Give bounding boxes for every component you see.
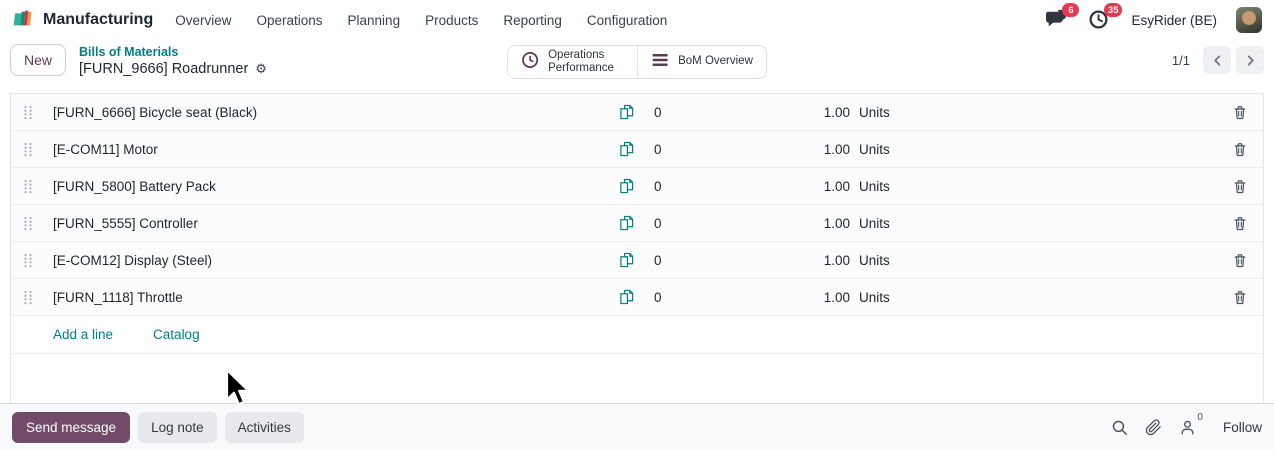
menu-configuration[interactable]: Configuration bbox=[586, 12, 668, 28]
chatter-actions: 0 Follow bbox=[1111, 412, 1262, 436]
apply-on-variants-icon[interactable] bbox=[619, 215, 645, 231]
drag-handle-icon[interactable] bbox=[11, 105, 45, 120]
log-note-button[interactable]: Log note bbox=[138, 411, 217, 443]
menu-reporting[interactable]: Reporting bbox=[503, 12, 562, 28]
menu-operations[interactable]: Operations bbox=[256, 12, 323, 28]
uom-field[interactable]: Units bbox=[859, 252, 890, 268]
activities-clock-icon[interactable]: 35 bbox=[1088, 3, 1123, 31]
drag-handle-icon[interactable] bbox=[11, 179, 45, 194]
bom-components-table: [FURN_6666] Bicycle seat (Black) 0 1.00 … bbox=[10, 93, 1264, 316]
messages-badge: 6 bbox=[1062, 3, 1080, 17]
sheet-empty-area bbox=[11, 354, 1263, 403]
drag-handle-icon[interactable] bbox=[11, 216, 45, 231]
clock-icon bbox=[521, 51, 539, 74]
drag-handle-icon[interactable] bbox=[11, 253, 45, 268]
apply-on-variants-icon[interactable] bbox=[619, 289, 645, 305]
messages-icon[interactable]: 6 bbox=[1045, 3, 1080, 31]
apply-on-variants-icon[interactable] bbox=[619, 178, 645, 194]
bom-line-row[interactable]: [E-COM12] Display (Steel) 0 1.00 Units bbox=[11, 242, 1263, 279]
component-product-name[interactable]: [E-COM12] Display (Steel) bbox=[53, 252, 213, 268]
uom-field[interactable]: Units bbox=[859, 178, 890, 194]
variant-count[interactable]: 0 bbox=[654, 215, 662, 231]
record-title: [FURN_9666] Roadrunner bbox=[79, 61, 249, 78]
delete-row-icon[interactable] bbox=[1217, 142, 1263, 157]
bom-line-row[interactable]: [FURN_5555] Controller 0 1.00 Units bbox=[11, 205, 1263, 242]
uom-field[interactable]: Units bbox=[859, 289, 890, 305]
bom-line-row[interactable]: [E-COM11] Motor 0 1.00 Units bbox=[11, 131, 1263, 168]
operations-performance-button[interactable]: Operations Performance bbox=[508, 46, 637, 78]
drag-handle-icon[interactable] bbox=[11, 142, 45, 157]
apply-on-variants-icon[interactable] bbox=[619, 104, 645, 120]
component-product-name[interactable]: [FURN_1118] Throttle bbox=[53, 289, 183, 305]
bom-line-row[interactable]: [FURN_1118] Throttle 0 1.00 Units bbox=[11, 279, 1263, 316]
app-menu-bar: Overview Operations Planning Products Re… bbox=[175, 13, 667, 28]
delete-row-icon[interactable] bbox=[1217, 216, 1263, 231]
attachments-icon[interactable] bbox=[1145, 418, 1162, 436]
delete-row-icon[interactable] bbox=[1217, 290, 1263, 305]
top-navbar: Manufacturing Overview Operations Planni… bbox=[0, 0, 1274, 40]
menu-products[interactable]: Products bbox=[425, 12, 479, 28]
menu-planning[interactable]: Planning bbox=[347, 12, 401, 28]
bom-line-row[interactable]: [FURN_5800] Battery Pack 0 1.00 Units bbox=[11, 168, 1263, 205]
breadcrumb: Bills of Materials [FURN_9666] Roadrunne… bbox=[79, 44, 267, 79]
follower-count: 0 bbox=[1197, 411, 1203, 423]
catalog-link[interactable]: Catalog bbox=[153, 327, 200, 342]
follow-button[interactable]: Follow bbox=[1222, 419, 1262, 435]
stat-button-label: BoM Overview bbox=[678, 55, 753, 68]
component-product-name[interactable]: [E-COM11] Motor bbox=[53, 141, 158, 157]
pager: 1/1 bbox=[1172, 44, 1264, 74]
activities-button[interactable]: Activities bbox=[224, 411, 304, 443]
variant-count[interactable]: 0 bbox=[654, 141, 662, 157]
app-home-menu[interactable]: Manufacturing bbox=[12, 7, 153, 34]
variant-count[interactable]: 0 bbox=[654, 289, 662, 305]
control-panel: New Bills of Materials [FURN_9666] Roadr… bbox=[0, 40, 1274, 86]
uom-field[interactable]: Units bbox=[859, 141, 890, 157]
uom-field[interactable]: Units bbox=[859, 215, 890, 231]
delete-row-icon[interactable] bbox=[1217, 179, 1263, 194]
stat-button-group: Operations Performance BoM Overview bbox=[507, 45, 767, 79]
quantity-field[interactable]: 1.00 bbox=[823, 104, 850, 120]
drag-handle-icon[interactable] bbox=[11, 290, 45, 305]
delete-row-icon[interactable] bbox=[1217, 105, 1263, 120]
delete-row-icon[interactable] bbox=[1217, 253, 1263, 268]
variant-count[interactable]: 0 bbox=[654, 252, 662, 268]
bom-line-row[interactable]: [FURN_6666] Bicycle seat (Black) 0 1.00 … bbox=[11, 94, 1263, 131]
apply-on-variants-icon[interactable] bbox=[619, 141, 645, 157]
user-avatar[interactable] bbox=[1236, 7, 1262, 33]
quantity-field[interactable]: 1.00 bbox=[823, 252, 850, 268]
stat-button-label: Operations Performance bbox=[548, 48, 614, 74]
component-product-name[interactable]: [FURN_5800] Battery Pack bbox=[53, 178, 216, 194]
quantity-field[interactable]: 1.00 bbox=[823, 141, 850, 157]
pager-previous-button[interactable] bbox=[1203, 46, 1231, 74]
search-messages-icon[interactable] bbox=[1111, 419, 1128, 436]
followers-icon[interactable]: 0 bbox=[1179, 412, 1203, 436]
variant-count[interactable]: 0 bbox=[654, 104, 662, 120]
variant-count[interactable]: 0 bbox=[654, 178, 662, 194]
component-product-name[interactable]: [FURN_6666] Bicycle seat (Black) bbox=[53, 104, 258, 120]
menu-overview[interactable]: Overview bbox=[175, 12, 232, 28]
add-a-line-link[interactable]: Add a line bbox=[53, 327, 114, 342]
quantity-field[interactable]: 1.00 bbox=[823, 289, 850, 305]
pager-value: 1/1 bbox=[1171, 52, 1190, 68]
pager-next-button[interactable] bbox=[1236, 46, 1264, 74]
apply-on-variants-icon[interactable] bbox=[619, 252, 645, 268]
list-icon bbox=[651, 52, 669, 73]
bom-overview-button[interactable]: BoM Overview bbox=[637, 46, 766, 78]
gear-icon[interactable]: ⚙ bbox=[255, 62, 267, 78]
manufacturing-app-icon bbox=[12, 7, 34, 34]
activities-badge: 35 bbox=[1103, 3, 1123, 17]
uom-field[interactable]: Units bbox=[859, 104, 890, 120]
component-product-name[interactable]: [FURN_5555] Controller bbox=[53, 215, 198, 231]
app-name: Manufacturing bbox=[43, 11, 154, 28]
table-footer: Add a line Catalog bbox=[11, 316, 1263, 354]
quantity-field[interactable]: 1.00 bbox=[823, 215, 850, 231]
send-message-button[interactable]: Send message bbox=[12, 411, 131, 443]
systray: 6 35 EsyRider (BE) bbox=[1045, 3, 1262, 33]
chatter-toolbar: Send message Log note Activities 0 Follo… bbox=[0, 403, 1274, 450]
new-button[interactable]: New bbox=[10, 44, 67, 76]
user-menu[interactable]: EsyRider (BE) bbox=[1131, 12, 1217, 28]
quantity-field[interactable]: 1.00 bbox=[823, 178, 850, 194]
breadcrumb-bills-of-materials[interactable]: Bills of Materials bbox=[79, 45, 179, 59]
